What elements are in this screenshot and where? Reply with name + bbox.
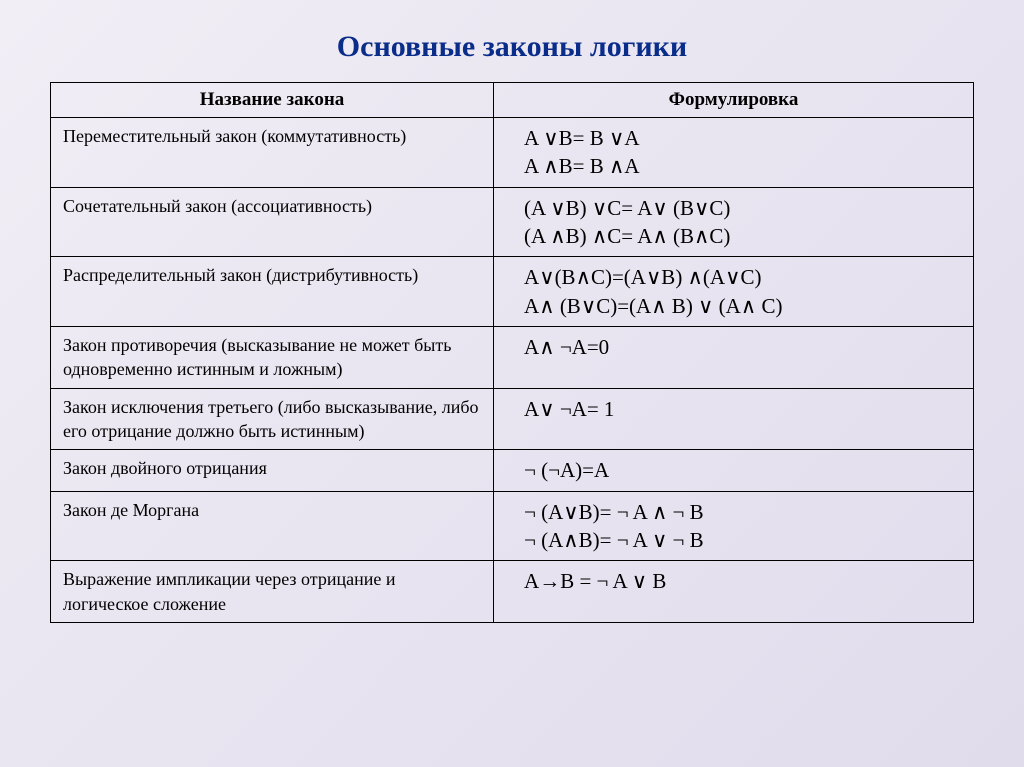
column-header-formula: Формулировка [494, 83, 974, 118]
table-row: Закон двойного отрицания ¬ (¬A)=A [51, 450, 974, 491]
law-name: Сочетательный закон (ассоциативность) [51, 187, 494, 257]
law-formula: A→B = ¬ A ∨ B [494, 561, 974, 623]
law-name: Распределительный закон (дистрибутивност… [51, 257, 494, 327]
law-name: Закон исключения третьего (либо высказыв… [51, 388, 494, 450]
law-formula: A ∨B= B ∨AA ∧B= B ∧A [494, 118, 974, 188]
law-formula: A∨(B∧C)=(A∨B) ∧(A∨C)A∧ (B∨C)=(A∧ B) ∨ (A… [494, 257, 974, 327]
table-row: Закон противоречия (высказывание не може… [51, 327, 974, 389]
table-row: Распределительный закон (дистрибутивност… [51, 257, 974, 327]
page-title: Основные законы логики [50, 30, 974, 64]
law-formula: ¬ (¬A)=A [494, 450, 974, 491]
logic-laws-table: Название закона Формулировка Переместите… [50, 82, 974, 623]
law-formula: A∨ ¬A= 1 [494, 388, 974, 450]
column-header-name: Название закона [51, 83, 494, 118]
law-name: Выражение импликации через отрицание и л… [51, 561, 494, 623]
law-formula: (A ∨B) ∨C= A∨ (B∨C)(A ∧B) ∧C= A∧ (B∧C) [494, 187, 974, 257]
table-row: Переместительный закон (коммутативность)… [51, 118, 974, 188]
law-name: Закон де Моргана [51, 491, 494, 561]
table-row: Сочетательный закон (ассоциативность) (A… [51, 187, 974, 257]
law-name: Закон двойного отрицания [51, 450, 494, 491]
law-name: Закон противоречия (высказывание не може… [51, 327, 494, 389]
table-row: Выражение импликации через отрицание и л… [51, 561, 974, 623]
law-formula: A∧ ¬A=0 [494, 327, 974, 389]
law-formula: ¬ (A∨B)= ¬ A ∧ ¬ B¬ (A∧B)= ¬ A ∨ ¬ B [494, 491, 974, 561]
table-header-row: Название закона Формулировка [51, 83, 974, 118]
table-row: Закон исключения третьего (либо высказыв… [51, 388, 974, 450]
law-name: Переместительный закон (коммутативность) [51, 118, 494, 188]
table-row: Закон де Моргана ¬ (A∨B)= ¬ A ∧ ¬ B¬ (A∧… [51, 491, 974, 561]
